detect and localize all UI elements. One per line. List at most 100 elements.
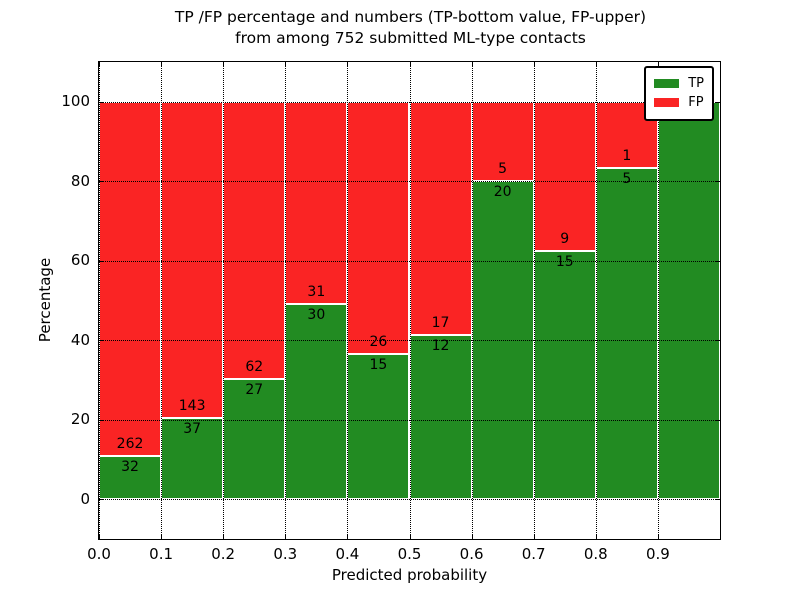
fp-bar-segment <box>533 101 596 251</box>
fp-bar-segment <box>347 101 410 354</box>
fp-bar-segment <box>161 101 224 418</box>
x-gridline <box>99 62 100 539</box>
x-tick-label: 0.4 <box>335 545 360 563</box>
x-gridline <box>657 62 659 539</box>
y-axis-label: Percentage <box>36 257 54 343</box>
legend-tp-swatch-icon <box>654 79 680 88</box>
x-gridline <box>471 62 473 539</box>
tp-count-label: 20 <box>493 184 512 201</box>
legend: TP FP <box>644 66 714 121</box>
x-tick-label: 0.9 <box>645 545 670 563</box>
x-tickmark-top <box>533 62 535 66</box>
tp-count-label: 32 <box>121 458 139 475</box>
x-tickmark-bottom <box>99 535 100 539</box>
x-tickmark-top <box>595 62 597 66</box>
chart-title-line-1: TP /FP percentage and numbers (TP-bottom… <box>174 8 647 26</box>
tp-bar-segment <box>161 417 224 500</box>
x-gridline <box>595 62 597 539</box>
tp-count-label: 30 <box>307 306 326 323</box>
y-tick-label: 80 <box>70 171 90 190</box>
x-tickmark-bottom <box>285 535 287 539</box>
x-gridline <box>285 62 287 539</box>
tp-bar-segment <box>409 334 472 500</box>
y-tick-label: 100 <box>61 92 90 111</box>
tp-bar-segment <box>657 101 720 500</box>
legend-item-tp: TP <box>654 76 704 91</box>
y-tickmark-right <box>716 181 720 183</box>
tp-bar-segment <box>533 250 596 500</box>
fp-bar-segment <box>409 101 472 335</box>
y-tickmark-left <box>99 260 103 262</box>
x-tickmark-top <box>99 62 100 66</box>
fp-count-label: 9 <box>560 230 570 247</box>
fp-count-label: 143 <box>178 397 206 414</box>
y-tick-label: 20 <box>70 410 90 429</box>
x-tick-label: 0.5 <box>397 545 422 563</box>
x-tickmark-bottom <box>409 535 411 539</box>
x-tickmark-bottom <box>471 535 473 539</box>
tp-bar-segment <box>99 455 162 500</box>
fp-count-label: 26 <box>369 333 388 350</box>
chart-title: TP /FP percentage and numbers (TP-bottom… <box>99 7 722 50</box>
legend-item-fp: FP <box>654 95 704 110</box>
fp-count-label: 31 <box>307 283 326 300</box>
y-tick-label: 60 <box>70 251 90 270</box>
fp-bar-segment <box>285 101 348 304</box>
fp-count-label: 62 <box>245 358 264 375</box>
x-tick-label: 0.0 <box>87 545 111 563</box>
x-tick-label: 0.2 <box>211 545 236 563</box>
x-tickmark-top <box>471 62 473 66</box>
x-tickmark-top <box>161 62 163 66</box>
tp-count-label: 27 <box>245 381 264 398</box>
x-tick-label: 0.1 <box>149 545 174 563</box>
x-gridline <box>347 62 349 539</box>
x-tick-label: 0.6 <box>459 545 484 563</box>
x-tickmark-top <box>223 62 225 66</box>
x-gridline <box>409 62 411 539</box>
y-tickmark-right <box>716 419 720 421</box>
x-gridline <box>161 62 163 539</box>
x-tickmark-bottom <box>533 535 535 539</box>
x-tickmark-bottom <box>657 535 659 539</box>
y-tickmark-left <box>99 419 103 421</box>
x-tickmark-top <box>409 62 411 66</box>
y-tick-label: 0 <box>80 489 90 508</box>
tp-count-label: 37 <box>183 420 202 437</box>
x-tickmark-bottom <box>347 535 349 539</box>
y-tickmark-left <box>99 181 103 183</box>
x-tickmark-top <box>285 62 287 66</box>
tp-bar-segment <box>285 303 348 500</box>
y-tick-label: 40 <box>70 330 90 349</box>
x-tickmark-bottom <box>595 535 597 539</box>
x-gridline <box>223 62 225 539</box>
tp-count-label: 15 <box>369 356 388 373</box>
fp-count-label: 5 <box>498 161 508 178</box>
y-tickmark-right <box>716 101 720 103</box>
fp-count-label: 17 <box>431 314 450 331</box>
legend-fp-swatch-icon <box>654 98 680 107</box>
fp-count-label: 1 <box>622 148 632 164</box>
x-tickmark-bottom <box>223 535 225 539</box>
y-tickmark-left <box>99 101 103 103</box>
fp-bar-segment <box>99 101 162 456</box>
tp-bar-segment <box>595 168 658 500</box>
x-tick-label: 0.8 <box>583 545 608 563</box>
x-tickmark-top <box>347 62 349 66</box>
y-tickmark-right <box>716 499 720 501</box>
x-tick-label: 0.7 <box>521 545 546 563</box>
x-tickmark-top <box>657 62 659 66</box>
fp-count-label: 262 <box>116 435 144 452</box>
tp-bar-segment <box>347 353 410 500</box>
y-tickmark-right <box>716 340 720 342</box>
plot-area: 262321433762273130261517125209151503 TP … <box>98 61 721 540</box>
y-tickmark-left <box>99 499 103 501</box>
chart-title-line-2: from among 752 submitted ML-type contact… <box>235 29 586 48</box>
y-tickmark-left <box>99 340 103 342</box>
fp-bar-segment <box>223 101 286 379</box>
x-tickmark-bottom <box>161 535 163 539</box>
y-tickmark-right <box>716 260 720 262</box>
x-tick-label: 0.3 <box>273 545 298 563</box>
legend-fp-label: FP <box>688 95 704 110</box>
x-gridline <box>533 62 535 539</box>
